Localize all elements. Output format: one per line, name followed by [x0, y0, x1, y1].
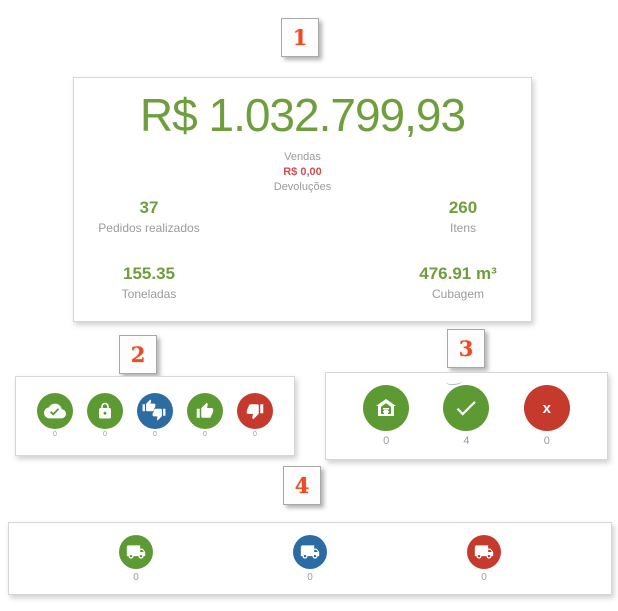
stat-value: 260	[448, 198, 478, 217]
stat-value: 37	[139, 198, 159, 217]
status-item-rejected[interactable]: 0	[237, 393, 273, 439]
stat-cubagem: 476.91 m³ Cubagem	[403, 264, 513, 301]
approval-count: 0	[543, 435, 550, 447]
approval-count: 4	[463, 435, 470, 447]
total-sales-value: R$ 1.032.799,93	[139, 89, 466, 141]
sales-returns-block: Vendas R$ 0,00 Devoluções	[74, 150, 531, 195]
x-icon: x	[523, 385, 570, 431]
sales-summary-card: R$ 1.032.799,93 Vendas R$ 0,00 Devoluçõe…	[73, 77, 532, 322]
shipping-count: 0	[133, 571, 139, 583]
marker-3-digit: 3	[458, 336, 474, 361]
thumbs-down-icon	[237, 393, 273, 429]
stat-label: Pedidos realizados	[98, 221, 200, 235]
stat-label: Cubagem	[431, 287, 485, 301]
approval-item-warehouse[interactable]: 0	[363, 385, 410, 447]
marker-2: 2	[119, 335, 157, 374]
approval-card: 0 4 x 0	[325, 372, 608, 460]
thumbs-up-down-icon	[137, 393, 173, 429]
cloud-check-icon	[37, 393, 73, 429]
home-icon	[363, 385, 410, 431]
stat-value: 476.91 m³	[419, 264, 497, 283]
truck-icon	[293, 534, 327, 569]
shipping-count: 0	[307, 571, 313, 583]
x-glyph: x	[542, 399, 551, 417]
stat-label: Toneladas	[121, 287, 177, 301]
shipping-count: 0	[481, 571, 487, 583]
status-item-approved[interactable]: 0	[187, 393, 223, 439]
shipping-item-in-transit[interactable]: 0	[293, 534, 327, 583]
approval-item-approved[interactable]: 4	[443, 385, 490, 447]
status-count: 0	[253, 431, 257, 438]
lock-icon	[87, 393, 123, 429]
approval-count: 0	[383, 435, 390, 447]
truck-icon	[467, 534, 501, 569]
shipping-item-returned[interactable]: 0	[467, 534, 501, 583]
truck-icon	[119, 534, 153, 569]
marker-3: 3	[447, 329, 485, 368]
status-item-synced[interactable]: 0	[37, 393, 73, 439]
stat-label: Itens	[449, 221, 476, 235]
stat-value: 155.35	[123, 264, 175, 283]
vendas-label: Vendas	[284, 151, 321, 163]
approval-item-cancelled[interactable]: x 0	[523, 385, 570, 447]
marker-1-digit: 1	[292, 25, 308, 50]
marker-4-digit: 4	[294, 473, 310, 498]
devolucoes-value: R$ 0,00	[283, 166, 322, 178]
order-status-card: 0 0 0 0 0	[15, 376, 295, 456]
status-count: 0	[53, 431, 57, 438]
thumbs-up-icon	[187, 393, 223, 429]
stat-pedidos-realizados: 37 Pedidos realizados	[74, 198, 224, 235]
marker-2-digit: 2	[130, 342, 146, 367]
marker-1: 1	[281, 18, 319, 57]
status-count: 0	[103, 431, 107, 438]
status-count: 0	[153, 431, 157, 438]
status-item-pending-review[interactable]: 0	[137, 393, 173, 439]
stat-toneladas: 155.35 Toneladas	[74, 264, 224, 301]
shipping-item-delivered[interactable]: 0	[119, 534, 153, 583]
devolucoes-label: Devoluções	[273, 181, 332, 193]
marker-4: 4	[283, 466, 321, 505]
check-icon	[443, 385, 490, 431]
stat-itens: 260 Itens	[413, 198, 513, 235]
status-count: 0	[203, 431, 207, 438]
status-item-locked[interactable]: 0	[87, 393, 123, 439]
shipping-bar: 0 0 0	[8, 522, 612, 595]
